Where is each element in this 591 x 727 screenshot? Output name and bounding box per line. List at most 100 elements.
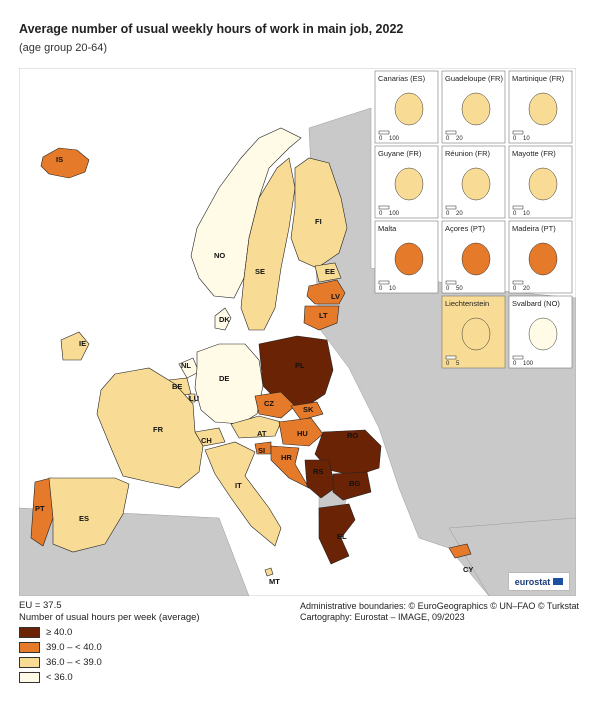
- country-label-BE: BE: [172, 382, 182, 391]
- inset-title: Réunion (FR): [445, 149, 491, 158]
- inset-title: Madeira (PT): [512, 224, 556, 233]
- scale-label: 0: [446, 361, 450, 367]
- country-CZ[interactable]: [254, 391, 296, 419]
- country-SE[interactable]: [240, 157, 296, 331]
- scale-label: 100: [389, 211, 400, 217]
- country-IE[interactable]: [60, 331, 90, 361]
- country-BG[interactable]: [332, 471, 372, 501]
- country-MT[interactable]: [264, 567, 274, 577]
- legend-swatch: [19, 671, 40, 683]
- country-PT[interactable]: [30, 477, 54, 547]
- country-PL[interactable]: [258, 335, 334, 407]
- country-HU[interactable]: [278, 417, 324, 447]
- country-label-MT: MT: [269, 577, 280, 586]
- country-NO[interactable]: [190, 127, 302, 299]
- scale-label: 0: [513, 211, 517, 217]
- country-FI[interactable]: [290, 157, 348, 269]
- inset-title: Guyane (FR): [378, 149, 422, 158]
- country-DK[interactable]: [214, 307, 232, 331]
- scale-label: 0: [513, 286, 517, 292]
- scale-bar: [512, 355, 524, 360]
- country-label-ES: ES: [79, 514, 89, 523]
- country-label-HU: HU: [297, 429, 308, 438]
- country-IS[interactable]: [40, 147, 90, 179]
- inset-shape: [461, 92, 491, 126]
- inset-title: Martinique (FR): [512, 74, 565, 83]
- country-IT[interactable]: [204, 441, 282, 547]
- legend-item: 39.0 – < 40.0: [19, 641, 200, 653]
- country-ES[interactable]: [48, 477, 130, 553]
- scale-label: 0: [446, 211, 450, 217]
- inset-panel: Guadeloupe (FR) 0 20: [441, 70, 506, 144]
- country-EE[interactable]: [314, 262, 342, 283]
- country-label-CH: CH: [201, 436, 212, 445]
- legend-label: ≥ 40.0: [46, 626, 73, 638]
- inset-panel: Liechtenstein 0 5: [441, 295, 506, 369]
- scale-bar: [445, 205, 457, 210]
- country-label-DK: DK: [219, 315, 230, 324]
- inset-shape: [394, 92, 424, 126]
- scale-label: 10: [389, 286, 396, 292]
- inset-shape: [528, 317, 558, 351]
- inset-shape: [528, 242, 558, 276]
- country-label-BG: BG: [349, 479, 360, 488]
- inset-shape: [528, 167, 558, 201]
- scale-label: 10: [523, 136, 530, 142]
- inset-panel: Martinique (FR) 0 10: [508, 70, 573, 144]
- inset-panel: Canarias (ES) 0 100: [374, 70, 439, 144]
- credits: Administrative boundaries: © EuroGeograp…: [300, 601, 579, 623]
- scale-bar: [512, 280, 524, 285]
- legend: EU = 37.5 Number of usual hours per week…: [19, 600, 200, 683]
- inset-shape: [394, 242, 424, 276]
- inset-shape: [461, 242, 491, 276]
- legend-label: < 36.0: [46, 671, 73, 683]
- scale-label: 0: [513, 361, 517, 367]
- country-label-AT: AT: [257, 429, 267, 438]
- country-RS[interactable]: [304, 459, 336, 499]
- legend-swatch: [19, 641, 40, 653]
- country-label-RS: RS: [313, 467, 323, 476]
- country-label-NL: NL: [181, 361, 191, 370]
- country-DE[interactable]: [194, 343, 264, 425]
- country-label-HR: HR: [281, 453, 292, 462]
- legend-swatch: [19, 626, 40, 638]
- country-AT[interactable]: [230, 415, 282, 439]
- scale-label: 0: [446, 286, 450, 292]
- scale-label: 0: [513, 136, 517, 142]
- inset-shape: [461, 317, 491, 351]
- scale-label: 100: [389, 136, 400, 142]
- scale-label: 20: [456, 136, 463, 142]
- scale-bar: [512, 205, 524, 210]
- map-area: IS NO SE FI EE LV LT DK IE NL BE LU DE PL CZ SK AT HU CH FR…: [19, 68, 576, 596]
- scale-label: 0: [379, 136, 383, 142]
- country-label-PL: PL: [295, 361, 305, 370]
- country-FR[interactable]: [96, 367, 204, 489]
- country-label-LT: LT: [319, 311, 328, 320]
- country-SK[interactable]: [290, 401, 324, 421]
- inset-title: Canarias (ES): [378, 74, 426, 83]
- scale-bar: [445, 130, 457, 135]
- country-LT[interactable]: [303, 305, 340, 331]
- country-EL[interactable]: [318, 503, 356, 565]
- eu-flag-icon: [553, 578, 564, 585]
- inset-title: Svalbard (NO): [512, 299, 560, 308]
- country-CY[interactable]: [448, 543, 472, 559]
- scale-label: 0: [379, 286, 383, 292]
- scale-label: 0: [379, 211, 383, 217]
- countries: [30, 127, 472, 577]
- country-label-DE: DE: [219, 374, 229, 383]
- inset-title: Liechtenstein: [445, 299, 489, 308]
- country-label-CY: CY: [463, 565, 473, 574]
- scale-label: 100: [523, 361, 534, 367]
- legend-unit: Number of usual hours per week (average): [19, 612, 200, 623]
- europe-map: IS NO SE FI EE LV LT DK IE NL BE LU DE PL CZ SK AT HU CH FR…: [19, 68, 576, 596]
- country-LV[interactable]: [306, 279, 346, 305]
- scale-label: 20: [456, 211, 463, 217]
- country-label-RO: RO: [347, 431, 358, 440]
- scale-bar: [378, 280, 390, 285]
- country-label-SK: SK: [303, 405, 314, 414]
- legend-item: < 36.0: [19, 671, 200, 683]
- scale-label: 10: [523, 211, 530, 217]
- eu-average: EU = 37.5: [19, 600, 62, 611]
- inset-title: Açores (PT): [445, 224, 486, 233]
